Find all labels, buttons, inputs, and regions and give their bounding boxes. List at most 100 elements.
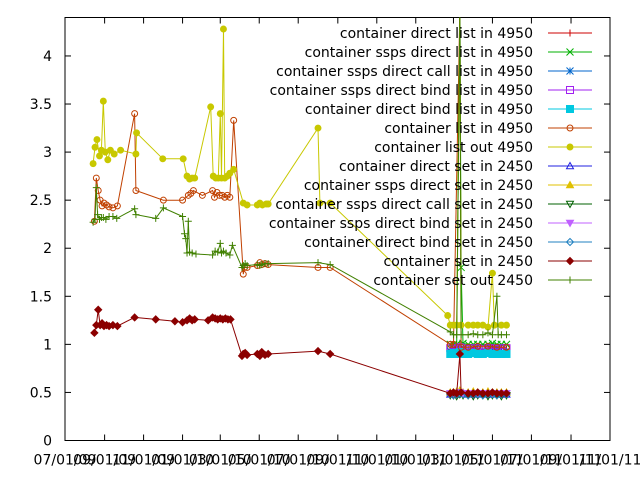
data-point: [502, 389, 511, 398]
legend-item: container set in 2450: [384, 254, 592, 270]
data-point: [89, 160, 97, 168]
x-tick-label: 05/01/10: [228, 453, 291, 469]
data-point: [502, 331, 510, 339]
legend-swatch-marker: [566, 67, 574, 75]
data-point: [110, 150, 118, 158]
x-tick-label: 03/01/10: [189, 453, 252, 469]
data-point: [94, 305, 103, 314]
legend-item: container direct set in 2450: [339, 159, 592, 175]
data-point: [209, 251, 217, 259]
x-tick-label: 11/01/09: [112, 453, 175, 469]
data-point: [182, 235, 190, 243]
legend-label: container direct bind set in 2450: [304, 235, 533, 251]
data-point: [258, 261, 266, 269]
data-point: [449, 340, 457, 348]
legend-item: container ssps direct call set in 2450: [275, 197, 592, 213]
data-point: [493, 343, 501, 351]
data-point: [109, 204, 117, 212]
x-tick-label: 11/01/11: [579, 453, 640, 469]
data-point: [92, 184, 100, 192]
data-point: [456, 388, 466, 397]
data-point: [264, 260, 272, 268]
data-point: [314, 259, 322, 267]
legend-item: container list out 4950: [374, 140, 592, 156]
data-point: [314, 124, 322, 132]
data-point: [222, 249, 230, 257]
data-point: [90, 217, 98, 225]
legend-swatch-marker: [565, 237, 575, 247]
data-point: [94, 211, 102, 219]
data-point: [326, 199, 334, 207]
data-point: [105, 203, 113, 211]
data-point: [132, 211, 140, 219]
legend-item: container direct bind set in 2450: [304, 235, 592, 251]
data-point: [90, 328, 99, 338]
legend-label: container set in 2450: [384, 254, 533, 270]
data-point: [493, 292, 501, 300]
data-point: [184, 217, 192, 225]
data-point: [503, 343, 510, 351]
data-point: [216, 239, 224, 247]
series-14: [89, 4, 510, 339]
data-point: [455, 349, 465, 359]
data-point: [159, 204, 167, 212]
legend: container direct list in 4950 container s…: [269, 26, 592, 289]
legend-swatch-marker: [565, 256, 575, 266]
data-point: [484, 329, 492, 337]
data-point: [99, 97, 107, 105]
data-point: [189, 187, 197, 195]
data-point: [133, 129, 141, 137]
legend-swatch-marker: [565, 200, 575, 209]
data-point: [113, 321, 122, 331]
legend-label: container set out 2450: [373, 273, 533, 289]
data-point: [109, 213, 117, 221]
data-point: [484, 342, 492, 350]
y-tick-label: 0.5: [30, 385, 52, 401]
data-point: [198, 191, 206, 199]
data-point: [190, 315, 199, 324]
y-tick-label: 4: [43, 49, 52, 65]
series-13: [90, 305, 511, 398]
data-point: [159, 196, 167, 204]
data-point: [313, 346, 323, 356]
legend-item: container direct list in 4950: [340, 26, 592, 42]
legend-label: container ssps direct call set in 2450: [275, 197, 533, 213]
legend-item: container ssps direct call list in 4950: [276, 64, 592, 80]
data-point: [469, 330, 477, 338]
data-point: [113, 214, 121, 222]
data-point: [92, 174, 100, 182]
x-tick-label: 07/01/10: [267, 453, 330, 469]
x-tick-label: 09/01/11: [540, 453, 603, 469]
series-line: [92, 17, 507, 336]
data-point: [226, 251, 234, 259]
data-point: [104, 156, 112, 164]
data-point: [263, 349, 273, 359]
data-point: [219, 25, 227, 33]
data-point: [446, 328, 454, 336]
legend-swatch-marker: [566, 143, 574, 151]
x-tick-label: 01/01/10: [151, 453, 214, 469]
data-point: [484, 323, 492, 331]
data-point: [226, 315, 235, 324]
data-point: [456, 4, 463, 11]
legend-swatch-marker: [566, 276, 574, 284]
data-point: [179, 196, 187, 204]
legend-swatch-marker: [566, 105, 574, 113]
legend-swatch-marker: [565, 180, 575, 189]
legend-label: container direct list in 4950: [340, 26, 533, 42]
data-point: [91, 143, 99, 151]
data-point: [207, 103, 215, 111]
legend-item: container direct bind list in 4950: [305, 102, 592, 118]
data-point: [457, 5, 463, 11]
data-point: [457, 5, 463, 11]
legend-swatch-marker: [566, 29, 574, 37]
data-point: [93, 136, 101, 144]
data-point: [464, 343, 472, 351]
legend-item: container list in 4950: [384, 121, 592, 137]
data-point: [230, 116, 238, 124]
data-point: [192, 250, 200, 258]
data-point: [132, 150, 140, 158]
y-tick-label: 3: [43, 145, 52, 161]
